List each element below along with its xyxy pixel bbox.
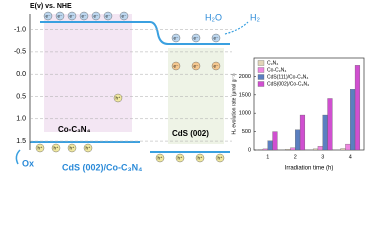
legend-label: Co-C₃N₄ bbox=[267, 67, 286, 73]
composite-label: CdS (002)/Co-C₃N₄ bbox=[62, 162, 142, 172]
carrier bbox=[67, 143, 77, 153]
carrier bbox=[35, 143, 45, 153]
y-tick-label: 1000 bbox=[239, 111, 251, 117]
carrier bbox=[155, 153, 165, 163]
x-tick-label: 4 bbox=[349, 154, 352, 160]
carrier-label: e⁻ bbox=[194, 64, 200, 69]
legend-swatch bbox=[257, 67, 265, 73]
carrier-label: e⁻ bbox=[58, 14, 64, 19]
y-tick-label: 0 bbox=[248, 147, 251, 153]
carrier-label: h⁺ bbox=[198, 156, 204, 161]
carrier-label: e⁻ bbox=[82, 14, 88, 19]
carrier bbox=[51, 143, 61, 153]
carrier bbox=[211, 33, 221, 43]
legend-label: CdS(111)/Co-C₃N₄ bbox=[267, 74, 308, 80]
x-tick-label: 2 bbox=[294, 154, 297, 160]
carrier-label: h⁺ bbox=[178, 156, 184, 161]
bar bbox=[285, 149, 291, 151]
y-tick-label: 1500 bbox=[239, 92, 251, 98]
carrier bbox=[43, 11, 53, 21]
bar bbox=[299, 114, 306, 151]
energy-tick-label: -0.5 bbox=[14, 49, 26, 56]
carrier-label: h⁺ bbox=[54, 146, 60, 151]
carrier-label: e⁻ bbox=[94, 14, 100, 19]
energy-tick-label: 0.5 bbox=[16, 93, 26, 100]
ox-label: Ox bbox=[22, 158, 34, 168]
carrier-label: h⁺ bbox=[116, 96, 122, 101]
energy-tick-label: 1.0 bbox=[16, 116, 26, 123]
carrier-label: e⁻ bbox=[214, 64, 220, 69]
carrier-label: h⁺ bbox=[218, 156, 224, 161]
bar bbox=[345, 143, 351, 151]
carrier bbox=[55, 11, 65, 21]
carrier bbox=[119, 11, 129, 21]
bar bbox=[340, 148, 346, 151]
carrier bbox=[171, 33, 181, 43]
carrier-label: e⁻ bbox=[106, 14, 112, 19]
x-tick-label: 1 bbox=[266, 154, 269, 160]
water-label: H₂O bbox=[205, 12, 222, 22]
bar bbox=[272, 131, 278, 151]
carrier bbox=[215, 153, 225, 163]
y-axis-title: H₂ evolution rate (μmol g⁻¹) bbox=[231, 73, 237, 134]
y-tick-label: 500 bbox=[242, 129, 251, 135]
carrier-label: e⁻ bbox=[214, 36, 220, 41]
bar bbox=[350, 89, 356, 151]
carrier bbox=[67, 11, 77, 21]
carrier bbox=[191, 33, 201, 43]
carrier-label: e⁻ bbox=[70, 14, 76, 19]
legend-swatch bbox=[257, 74, 265, 80]
carrier bbox=[91, 11, 101, 21]
bar bbox=[295, 129, 301, 151]
c3n4-lattice bbox=[44, 14, 132, 132]
bar bbox=[322, 114, 328, 151]
carrier-label: e⁻ bbox=[122, 14, 128, 19]
carrier bbox=[175, 153, 185, 163]
legend-swatch bbox=[257, 60, 265, 66]
h2-arrow bbox=[224, 21, 249, 35]
co-c3n4-label: Co-C₃N₄ bbox=[58, 125, 91, 134]
carrier-label: h⁺ bbox=[70, 146, 76, 151]
energy-axis-title: E(v) vs. NHE bbox=[30, 3, 72, 10]
plot-frame bbox=[253, 57, 365, 151]
hydrogen-label: H₂ bbox=[250, 12, 260, 22]
energy-tick-label: -1.0 bbox=[14, 26, 26, 33]
bar bbox=[327, 98, 333, 151]
bar bbox=[267, 140, 273, 151]
carrier-label: h⁺ bbox=[86, 146, 92, 151]
cds-cb bbox=[149, 21, 230, 45]
carrier-label: e⁻ bbox=[46, 14, 52, 19]
ox-arrow bbox=[15, 149, 21, 165]
bar bbox=[312, 148, 319, 151]
carrier bbox=[113, 93, 123, 103]
energy-tick-label: 0.0 bbox=[16, 71, 26, 78]
bar bbox=[262, 148, 268, 151]
carrier-label: h⁺ bbox=[38, 146, 44, 151]
cds-label: CdS (002) bbox=[172, 129, 209, 138]
carrier-label: h⁺ bbox=[158, 156, 164, 161]
carrier-label: e⁻ bbox=[174, 64, 180, 69]
energy-tick-label: 1.5 bbox=[16, 138, 26, 145]
carrier bbox=[211, 61, 221, 71]
carrier bbox=[103, 11, 113, 21]
bar bbox=[317, 146, 323, 151]
carrier-label: e⁻ bbox=[174, 36, 180, 41]
carrier bbox=[79, 11, 89, 21]
carrier bbox=[195, 153, 205, 163]
carrier bbox=[83, 143, 93, 153]
carrier bbox=[191, 61, 201, 71]
bar bbox=[290, 147, 296, 151]
figure: E(v) vs. NHE H₂O H₂ Co-C₃N₄ CdS (002) Cd… bbox=[14, 3, 365, 172]
x-tick-label: 3 bbox=[321, 154, 324, 160]
legend-label: C₃N₄ bbox=[267, 60, 278, 66]
legend-label: CdS(002)/Co-C₃N₄ bbox=[267, 81, 309, 87]
y-tick-label: 2000 bbox=[239, 74, 251, 80]
legend-swatch bbox=[257, 81, 265, 87]
bar bbox=[354, 65, 361, 151]
carrier bbox=[171, 61, 181, 71]
x-axis-title: Irradiation time (h) bbox=[285, 166, 334, 172]
carrier-label: e⁻ bbox=[194, 36, 200, 41]
